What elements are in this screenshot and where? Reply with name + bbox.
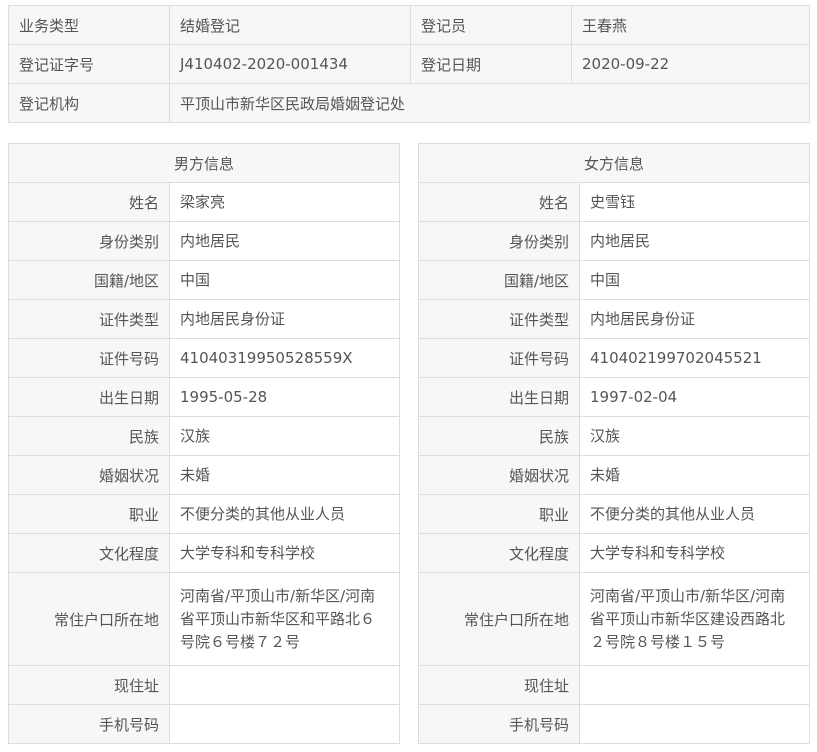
field-label: 姓名 xyxy=(8,182,170,222)
field-value xyxy=(169,704,400,744)
field-value: 1995-05-28 xyxy=(169,377,400,417)
field-label: 证件类型 xyxy=(8,299,170,339)
date-label: 登记日期 xyxy=(410,44,572,84)
registrar-value: 王春燕 xyxy=(571,5,810,45)
field-label: 身份类别 xyxy=(8,221,170,261)
field-label: 现住址 xyxy=(8,665,170,705)
field-label: 出生日期 xyxy=(8,377,170,417)
male-info-title: 男方信息 xyxy=(8,143,400,183)
table-row: 婚姻状况 未婚 xyxy=(418,455,810,495)
field-label: 身份类别 xyxy=(418,221,580,261)
table-row: 出生日期 1995-05-28 xyxy=(8,377,400,417)
field-value: 河南省/平顶山市/新华区/河南省平顶山市新华区建设西路北２号院８号楼１５号 xyxy=(579,572,810,666)
field-value xyxy=(579,704,810,744)
field-value: 史雪钰 xyxy=(579,182,810,222)
table-row: 文化程度 大学专科和专科学校 xyxy=(8,533,400,573)
field-value: 中国 xyxy=(169,260,400,300)
field-label: 手机号码 xyxy=(418,704,580,744)
table-row: 职业 不便分类的其他从业人员 xyxy=(418,494,810,534)
field-label: 文化程度 xyxy=(8,533,170,573)
field-value: 不便分类的其他从业人员 xyxy=(169,494,400,534)
field-value xyxy=(169,665,400,705)
table-row: 证件号码 41040319950528559X xyxy=(8,338,400,378)
field-label: 文化程度 xyxy=(418,533,580,573)
table-row: 姓名 梁家亮 xyxy=(8,182,400,222)
table-row: 现住址 xyxy=(8,665,400,705)
field-label: 证件号码 xyxy=(8,338,170,378)
table-row: 常住户口所在地 河南省/平顶山市/新华区/河南省平顶山市新华区和平路北６号院６号楼… xyxy=(8,572,400,666)
field-value: 汉族 xyxy=(579,416,810,456)
business-type-value: 结婚登记 xyxy=(169,5,411,45)
field-value: 未婚 xyxy=(579,455,810,495)
table-row: 职业 不便分类的其他从业人员 xyxy=(8,494,400,534)
field-label: 常住户口所在地 xyxy=(418,572,580,666)
field-value: 大学专科和专科学校 xyxy=(579,533,810,573)
cert-no-label: 登记证字号 xyxy=(8,44,170,84)
table-row: 民族 汉族 xyxy=(8,416,400,456)
field-value: 41040319950528559X xyxy=(169,338,400,378)
table-row: 手机号码 xyxy=(418,704,810,744)
table-row: 姓名 史雪钰 xyxy=(418,182,810,222)
table-row: 出生日期 1997-02-04 xyxy=(418,377,810,417)
field-value: 不便分类的其他从业人员 xyxy=(579,494,810,534)
date-value: 2020-09-22 xyxy=(571,44,810,84)
field-label: 出生日期 xyxy=(418,377,580,417)
office-label: 登记机构 xyxy=(8,83,170,123)
table-row: 现住址 xyxy=(418,665,810,705)
table-row: 民族 汉族 xyxy=(418,416,810,456)
business-type-label: 业务类型 xyxy=(8,5,170,45)
field-label: 国籍/地区 xyxy=(418,260,580,300)
table-row: 身份类别 内地居民 xyxy=(418,221,810,261)
field-value: 中国 xyxy=(579,260,810,300)
field-value: 410402199702045521 xyxy=(579,338,810,378)
field-label: 姓名 xyxy=(418,182,580,222)
field-value: 1997-02-04 xyxy=(579,377,810,417)
table-row: 手机号码 xyxy=(8,704,400,744)
table-row: 证件类型 内地居民身份证 xyxy=(8,299,400,339)
female-info-title: 女方信息 xyxy=(418,143,810,183)
table-row: 证件号码 410402199702045521 xyxy=(418,338,810,378)
field-value: 内地居民身份证 xyxy=(169,299,400,339)
field-label: 国籍/地区 xyxy=(8,260,170,300)
field-label: 职业 xyxy=(418,494,580,534)
field-value: 内地居民身份证 xyxy=(579,299,810,339)
table-row: 国籍/地区 中国 xyxy=(8,260,400,300)
registration-table: 业务类型 结婚登记 登记员 王春燕 登记证字号 J410402-2020-001… xyxy=(8,5,810,123)
field-label: 手机号码 xyxy=(8,704,170,744)
table-row: 证件类型 内地居民身份证 xyxy=(418,299,810,339)
table-row: 身份类别 内地居民 xyxy=(8,221,400,261)
field-value: 未婚 xyxy=(169,455,400,495)
male-info-table: 男方信息 姓名 梁家亮 身份类别 内地居民 国籍/地区 中国 证件类型 内地居民身份证 证件号码 4… xyxy=(8,143,400,744)
field-value: 内地居民 xyxy=(169,221,400,261)
table-row: 文化程度 大学专科和专科学校 xyxy=(418,533,810,573)
field-value: 内地居民 xyxy=(579,221,810,261)
field-label: 民族 xyxy=(8,416,170,456)
field-label: 民族 xyxy=(418,416,580,456)
field-value xyxy=(579,665,810,705)
registrar-label: 登记员 xyxy=(410,5,572,45)
field-value: 大学专科和专科学校 xyxy=(169,533,400,573)
field-label: 婚姻状况 xyxy=(8,455,170,495)
field-label: 职业 xyxy=(8,494,170,534)
field-label: 常住户口所在地 xyxy=(8,572,170,666)
field-label: 婚姻状况 xyxy=(418,455,580,495)
office-value: 平顶山市新华区民政局婚姻登记处 xyxy=(169,83,810,123)
table-row: 常住户口所在地 河南省/平顶山市/新华区/河南省平顶山市新华区建设西路北２号院８号… xyxy=(418,572,810,666)
field-value: 梁家亮 xyxy=(169,182,400,222)
field-label: 现住址 xyxy=(418,665,580,705)
field-label: 证件类型 xyxy=(418,299,580,339)
table-row: 国籍/地区 中国 xyxy=(418,260,810,300)
female-info-table: 女方信息 姓名 史雪钰 身份类别 内地居民 国籍/地区 中国 证件类型 内地居民身份证 证件号码 4… xyxy=(418,143,810,744)
field-label: 证件号码 xyxy=(418,338,580,378)
table-row: 婚姻状况 未婚 xyxy=(8,455,400,495)
field-value: 汉族 xyxy=(169,416,400,456)
field-value: 河南省/平顶山市/新华区/河南省平顶山市新华区和平路北６号院６号楼７２号 xyxy=(169,572,400,666)
cert-no-value: J410402-2020-001434 xyxy=(169,44,411,84)
